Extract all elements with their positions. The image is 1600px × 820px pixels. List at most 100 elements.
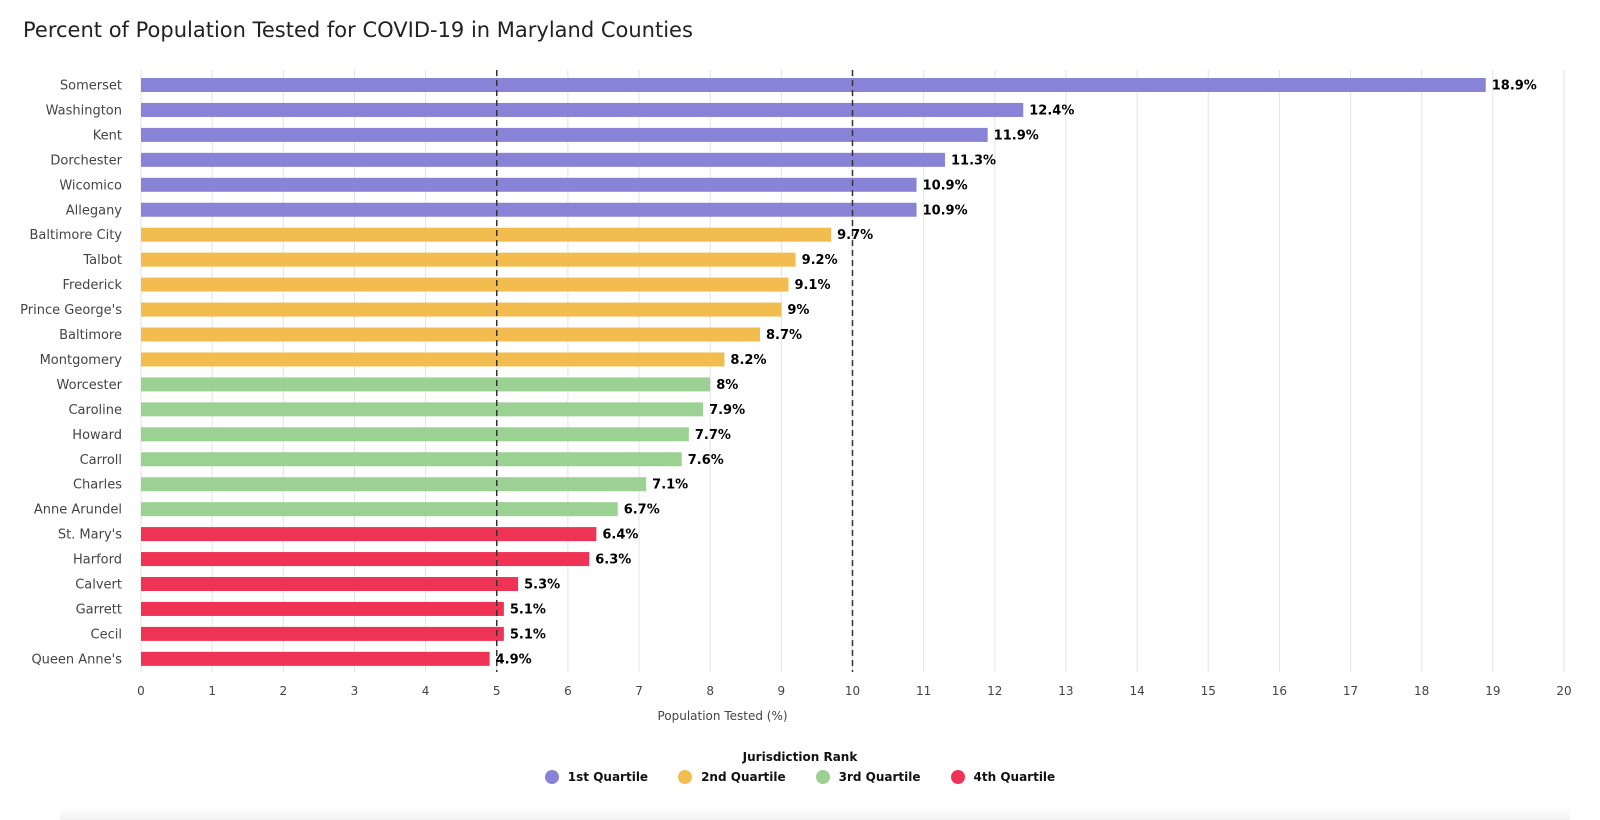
data-label: 7.1%	[652, 478, 688, 493]
data-label: 5.1%	[510, 602, 546, 617]
x-axis-title: Population Tested (%)	[657, 709, 787, 723]
category-label: Caroline	[68, 403, 122, 418]
category-label: Dorchester	[50, 153, 122, 168]
legend-marker-icon	[678, 770, 693, 784]
bar[interactable]	[141, 177, 917, 192]
bar[interactable]	[141, 152, 945, 167]
legend-label: 1st Quartile	[567, 770, 649, 784]
x-tick-label: 18	[1414, 684, 1429, 698]
legend-items: 1st Quartile 2nd Quartile 3rd Quartile 4th …	[0, 770, 1600, 784]
x-tick-label: 14	[1129, 684, 1144, 698]
bar[interactable]	[141, 202, 917, 217]
legend-label: 4th Quartile	[973, 770, 1056, 784]
category-label: Allegany	[66, 203, 123, 218]
bar[interactable]	[141, 477, 647, 492]
bar[interactable]	[141, 552, 590, 567]
data-label: 9.2%	[802, 253, 838, 268]
legend-item[interactable]: 1st Quartile	[544, 770, 649, 784]
legend-item[interactable]: 4th Quartile	[950, 770, 1056, 784]
x-tick-label: 11	[916, 684, 931, 698]
bar[interactable]	[141, 651, 490, 666]
bar[interactable]	[141, 277, 789, 292]
data-label: 7.9%	[709, 403, 745, 418]
category-label: Anne Arundel	[34, 503, 122, 518]
category-label: Kent	[93, 128, 122, 143]
bar[interactable]	[141, 102, 1024, 117]
category-label: St. Mary's	[58, 528, 122, 543]
bar[interactable]	[141, 327, 761, 342]
legend: Jurisdiction Rank 1st Quartile 2nd Quarti…	[0, 750, 1600, 784]
x-tick-label: 20	[1556, 684, 1571, 698]
data-label: 9%	[787, 303, 809, 318]
x-tick-label: 13	[1058, 684, 1073, 698]
x-tick-label: 0	[137, 684, 145, 698]
x-tick-label: 15	[1201, 684, 1216, 698]
footer-shadow	[60, 808, 1570, 820]
bars	[141, 78, 1486, 666]
bar[interactable]	[141, 601, 504, 616]
data-label: 7.6%	[688, 453, 724, 468]
x-tick-label: 16	[1272, 684, 1287, 698]
chart-title: Percent of Population Tested for COVID-1…	[23, 18, 693, 42]
data-label: 6.7%	[624, 503, 660, 518]
data-label: 4.9%	[496, 652, 532, 667]
bar[interactable]	[141, 577, 519, 591]
data-label: 18.9%	[1492, 79, 1537, 94]
bar[interactable]	[141, 252, 796, 267]
legend-marker-icon	[950, 770, 965, 784]
data-label: 12.4%	[1029, 103, 1074, 118]
bar[interactable]	[141, 502, 618, 517]
data-label: 8.2%	[730, 353, 766, 368]
category-label: Somerset	[60, 79, 122, 94]
bar[interactable]	[141, 527, 597, 542]
legend-marker-icon	[544, 770, 559, 784]
data-label: 11.9%	[994, 128, 1039, 143]
bar[interactable]	[141, 78, 1486, 92]
bar[interactable]	[141, 227, 832, 242]
reference-lines	[496, 70, 854, 672]
x-tick-label: 19	[1485, 684, 1500, 698]
x-tick-label: 7	[635, 684, 643, 698]
data-label: 5.1%	[510, 627, 546, 642]
category-label: Queen Anne's	[31, 652, 122, 667]
bar[interactable]	[141, 626, 504, 641]
bar[interactable]	[141, 302, 782, 317]
legend-item[interactable]: 2nd Quartile	[678, 770, 786, 784]
x-tick-label: 6	[564, 684, 572, 698]
data-label: 8%	[716, 378, 738, 393]
category-label: Worcester	[57, 378, 123, 393]
value-labels: 18.9% 12.4% 11.9% 11.3% 10.9% 10.9% 9.7% 9.2% 9.…	[496, 79, 1537, 668]
x-tick-label: 9	[778, 684, 786, 698]
category-label: Baltimore City	[30, 228, 123, 243]
category-label: Baltimore	[59, 328, 122, 343]
data-label: 10.9%	[923, 178, 968, 193]
x-tick-label: 1	[208, 684, 216, 698]
bar[interactable]	[141, 352, 725, 367]
category-labels: Somerset Washington Kent Dorchester Wicomico…	[20, 79, 122, 668]
category-label: Frederick	[63, 278, 123, 293]
category-label: Washington	[46, 103, 122, 118]
data-label: 5.3%	[524, 578, 560, 593]
legend-label: 2nd Quartile	[701, 770, 786, 784]
x-tick-label: 5	[493, 684, 501, 698]
data-label: 11.3%	[951, 153, 996, 168]
category-label: Carroll	[80, 453, 122, 468]
category-label: Prince George's	[20, 303, 122, 318]
bar[interactable]	[141, 452, 682, 467]
bar[interactable]	[141, 127, 988, 142]
x-tick-label: 4	[422, 684, 430, 698]
category-label: Montgomery	[40, 353, 123, 368]
legend-label: 3rd Quartile	[838, 770, 921, 784]
data-label: 6.3%	[595, 553, 631, 568]
legend-title: Jurisdiction Rank	[742, 750, 858, 764]
x-tick-label: 10	[845, 684, 860, 698]
category-label: Calvert	[75, 578, 122, 593]
bar[interactable]	[141, 377, 711, 392]
bar[interactable]	[141, 427, 689, 442]
x-tick-label: 3	[351, 684, 359, 698]
x-tick-label: 17	[1343, 684, 1358, 698]
bar[interactable]	[141, 402, 704, 417]
data-label: 7.7%	[695, 428, 731, 443]
legend-item[interactable]: 3rd Quartile	[815, 770, 921, 784]
category-label: Harford	[73, 553, 122, 568]
